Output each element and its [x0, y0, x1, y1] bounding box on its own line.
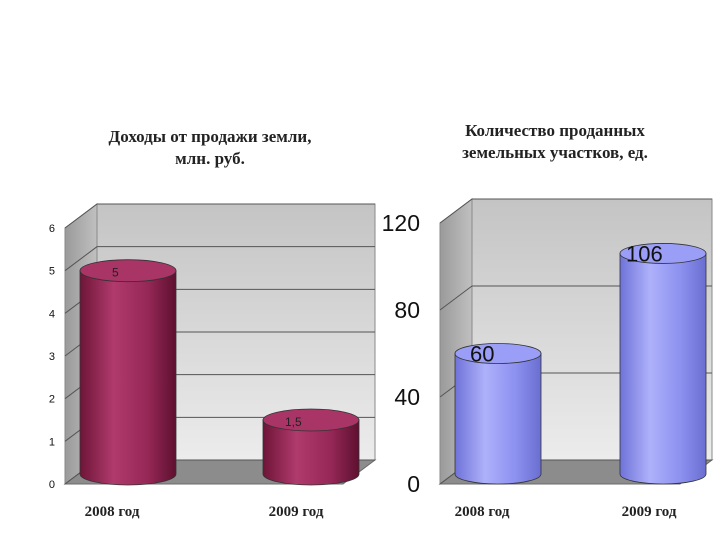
chart1-gridline [64, 246, 375, 272]
chart1-tick-label: 3 [49, 351, 55, 363]
chart2-category-label: 2009 год [622, 504, 677, 520]
chart2-category-label: 2008 год [455, 504, 510, 520]
chart1-bar [79, 259, 177, 486]
chart2-bar-top [619, 243, 707, 264]
chart1-gridline [64, 203, 375, 229]
chart2-tick-label: 0 [407, 471, 420, 497]
chart1-plot: 0 1 2 3 4 5 6 5 1,5 2008 год 2009 год [49, 203, 377, 520]
chart1-category-label: 2008 год [85, 504, 140, 520]
chart1-data-label: 5 [112, 266, 119, 280]
chart2-data-label: 106 [626, 241, 663, 266]
chart1-title: Доходы от продажи земли, млн. руб. [60, 126, 360, 170]
chart1-bar-body [262, 419, 360, 486]
chart2-bar [619, 243, 707, 485]
chart2-tick-label: 40 [394, 384, 420, 410]
chart2-plot: 0 40 80 120 60 106 2008 год 2009 год [382, 198, 714, 520]
chart2-bar-body [454, 353, 542, 485]
chart1-tick-label: 2 [49, 394, 55, 406]
chart1-title-line-2: млн. руб. [175, 149, 245, 168]
chart1-bar-body [79, 270, 177, 486]
chart1-tick-label: 5 [49, 266, 55, 278]
chart1-tick-label: 1 [49, 436, 55, 448]
chart2-bar-body [619, 253, 707, 485]
chart1-tick-label: 4 [49, 308, 55, 320]
chart2-data-label: 60 [470, 342, 494, 367]
chart2-bar [454, 343, 542, 485]
chart2-title-line-1: Количество проданных [465, 121, 645, 140]
chart1-data-label: 1,5 [285, 415, 302, 429]
chart2-tick-label: 120 [382, 210, 420, 236]
chart2-gridline [439, 198, 712, 224]
chart1-bar-top [79, 259, 177, 283]
chart1-title-line-1: Доходы от продажи земли, [108, 127, 312, 146]
chart1-tick-label: 6 [49, 223, 55, 235]
chart2-tick-label: 80 [394, 297, 420, 323]
chart1-tick-label: 0 [49, 479, 55, 491]
chart1-category-label: 2009 год [269, 504, 324, 520]
chart2-title: Количество проданных земельных участков,… [400, 120, 710, 164]
chart1-bar [262, 408, 360, 486]
chart1-bar-top [262, 408, 360, 432]
chart2-title-line-2: земельных участков, ед. [462, 143, 648, 162]
chart2-bar-top [454, 343, 542, 364]
